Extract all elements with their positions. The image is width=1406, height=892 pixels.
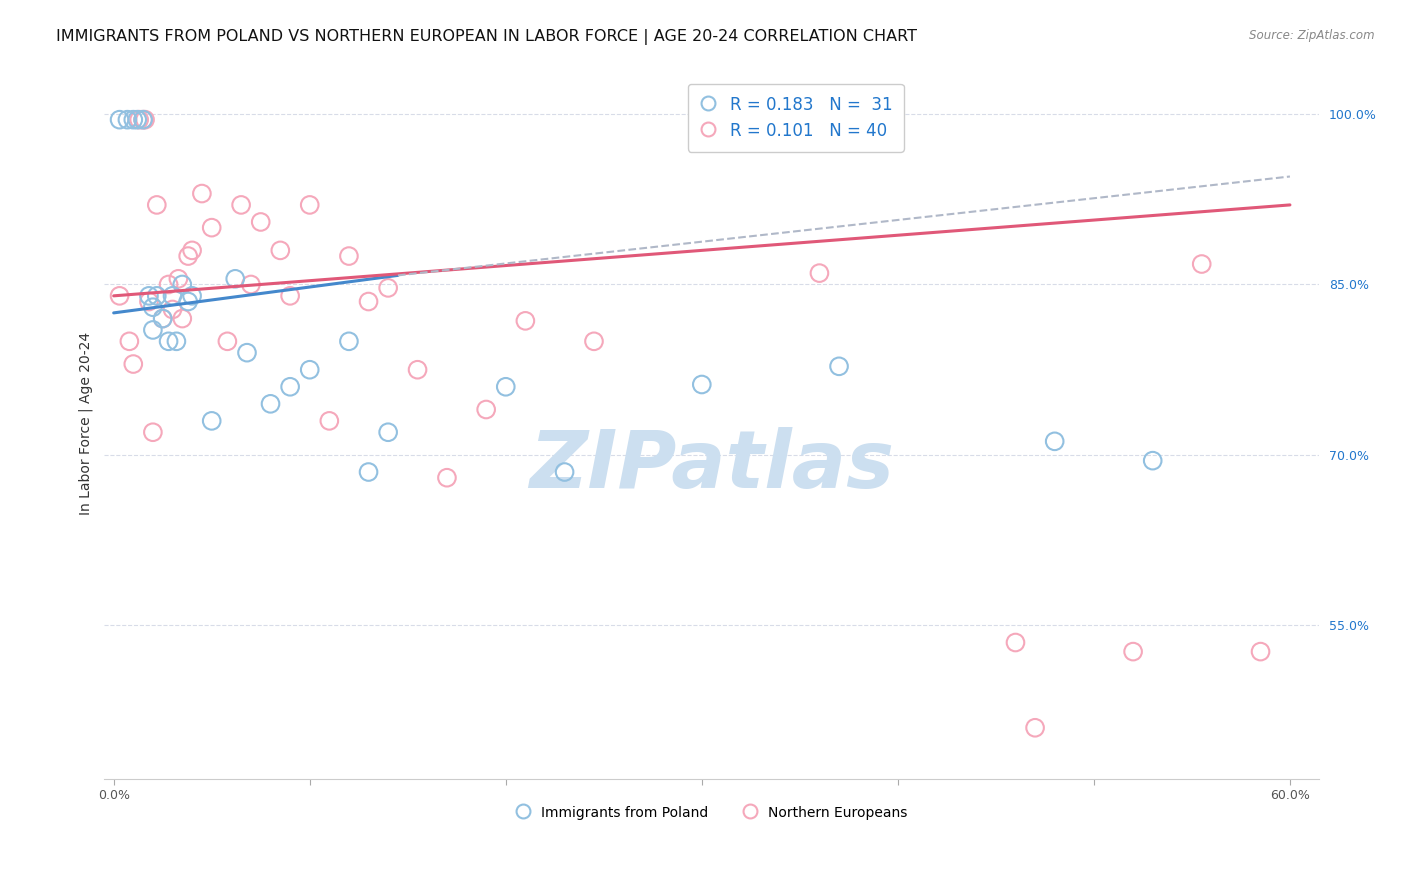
Point xyxy=(132,112,155,127)
Point xyxy=(108,112,131,127)
Point xyxy=(377,425,399,440)
Point xyxy=(127,112,149,127)
Point xyxy=(1043,434,1066,449)
Point xyxy=(138,289,160,303)
Point xyxy=(475,402,498,417)
Point xyxy=(181,244,204,258)
Text: Source: ZipAtlas.com: Source: ZipAtlas.com xyxy=(1250,29,1375,42)
Point xyxy=(337,249,360,263)
Point xyxy=(278,380,301,394)
Point xyxy=(406,362,429,376)
Point xyxy=(167,272,190,286)
Point xyxy=(146,198,169,212)
Point xyxy=(298,362,321,376)
Point xyxy=(1122,645,1144,659)
Point xyxy=(191,186,214,201)
Point xyxy=(172,277,194,292)
Legend: Immigrants from Poland, Northern Europeans: Immigrants from Poland, Northern Europea… xyxy=(510,800,912,825)
Point xyxy=(495,380,517,394)
Y-axis label: In Labor Force | Age 20-24: In Labor Force | Age 20-24 xyxy=(79,332,93,516)
Point xyxy=(239,277,262,292)
Point xyxy=(162,289,184,303)
Point xyxy=(177,249,200,263)
Point xyxy=(146,289,169,303)
Point xyxy=(181,289,204,303)
Point xyxy=(217,334,239,349)
Point xyxy=(229,198,252,212)
Point xyxy=(357,465,380,479)
Point xyxy=(318,414,340,428)
Point xyxy=(172,311,194,326)
Point xyxy=(1024,721,1046,735)
Point xyxy=(1191,257,1213,271)
Point xyxy=(177,294,200,309)
Point xyxy=(249,215,271,229)
Point xyxy=(122,357,145,371)
Point xyxy=(108,289,131,303)
Point xyxy=(690,377,713,392)
Point xyxy=(1004,635,1026,649)
Point xyxy=(1142,453,1164,467)
Point xyxy=(357,294,380,309)
Point xyxy=(808,266,831,280)
Text: ZIPatlas: ZIPatlas xyxy=(529,427,894,506)
Point xyxy=(337,334,360,349)
Point xyxy=(117,112,139,127)
Point xyxy=(162,302,184,317)
Point xyxy=(278,289,301,303)
Point xyxy=(142,300,165,314)
Point xyxy=(515,314,537,328)
Point xyxy=(122,112,145,127)
Point xyxy=(157,334,180,349)
Point xyxy=(152,311,174,326)
Point xyxy=(377,281,399,295)
Point xyxy=(118,334,141,349)
Point xyxy=(1250,645,1272,659)
Point xyxy=(269,244,291,258)
Text: IMMIGRANTS FROM POLAND VS NORTHERN EUROPEAN IN LABOR FORCE | AGE 20-24 CORRELATI: IMMIGRANTS FROM POLAND VS NORTHERN EUROP… xyxy=(56,29,917,45)
Point xyxy=(142,425,165,440)
Point xyxy=(134,112,156,127)
Point xyxy=(132,112,155,127)
Point xyxy=(828,359,851,374)
Point xyxy=(236,345,259,359)
Point xyxy=(201,220,224,235)
Point xyxy=(138,294,160,309)
Point xyxy=(436,471,458,485)
Point xyxy=(128,112,150,127)
Point xyxy=(152,311,174,326)
Point xyxy=(142,323,165,337)
Point xyxy=(157,277,180,292)
Point xyxy=(582,334,605,349)
Point xyxy=(554,465,576,479)
Point xyxy=(224,272,246,286)
Point xyxy=(259,397,281,411)
Point xyxy=(165,334,187,349)
Point xyxy=(298,198,321,212)
Point xyxy=(201,414,224,428)
